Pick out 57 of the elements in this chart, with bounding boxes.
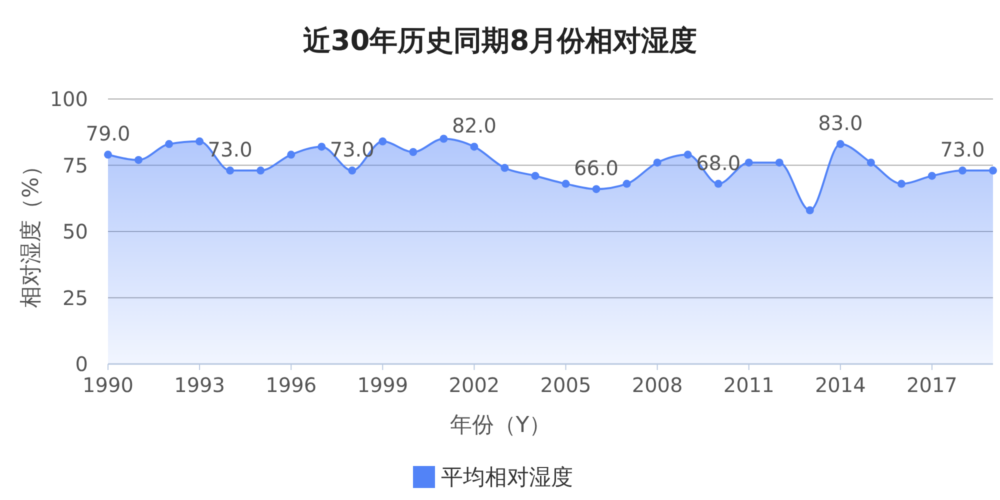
point [928, 172, 936, 180]
point [256, 166, 265, 175]
x-tick-label: 1999 [357, 373, 408, 397]
data-label: 68.0 [696, 150, 741, 175]
point [134, 156, 143, 164]
point [226, 166, 234, 175]
point [531, 172, 540, 180]
data-label: 66.0 [574, 156, 619, 180]
data-label: 73.0 [330, 138, 374, 162]
y-tick-label: 50 [62, 220, 88, 244]
data-label: 73.0 [940, 138, 985, 162]
point [744, 158, 753, 167]
data-label: 79.0 [86, 122, 130, 146]
point [866, 158, 875, 167]
x-tick-label: 2011 [723, 373, 774, 397]
x-tick-label: 1990 [82, 373, 134, 397]
point [958, 166, 966, 175]
y-axis-title: 相对湿度（%） [19, 155, 44, 308]
x-tick-label: 2005 [540, 373, 592, 397]
x-tick-label: 2002 [448, 373, 500, 397]
point [806, 206, 814, 214]
point [409, 148, 418, 156]
x-tick-label: 1993 [174, 373, 226, 397]
point [684, 150, 692, 159]
point [775, 158, 784, 167]
x-tick-label: 1996 [266, 373, 317, 397]
legend-label: 平均相对湿度 [441, 466, 573, 491]
y-tick-label: 100 [50, 87, 88, 111]
point [318, 142, 326, 151]
x-axis-title: 年份（Y） [450, 413, 552, 438]
y-tick-label: 75 [62, 153, 88, 178]
point [440, 134, 448, 143]
point [348, 166, 356, 175]
point [104, 150, 112, 159]
point [653, 158, 662, 167]
point [378, 137, 387, 146]
point [836, 140, 844, 148]
point [562, 180, 570, 188]
point [500, 164, 509, 172]
x-tick-label: 2008 [632, 373, 683, 397]
y-tick-label: 25 [62, 286, 88, 310]
chart-title: 近30年历史同期8月份相对湿度 [302, 24, 698, 57]
point [165, 140, 174, 148]
data-label: 82.0 [452, 114, 496, 138]
point [622, 180, 631, 188]
point [287, 150, 296, 159]
point [897, 180, 906, 188]
point [989, 166, 997, 175]
data-label: 83.0 [818, 111, 863, 136]
point [196, 137, 204, 146]
data-label: 73.0 [208, 138, 252, 162]
x-tick-label: 2014 [814, 373, 866, 397]
point [470, 142, 478, 151]
point [592, 185, 600, 194]
y-tick-label: 0 [75, 352, 88, 376]
point [714, 180, 722, 188]
x-tick-label: 2017 [906, 373, 958, 397]
